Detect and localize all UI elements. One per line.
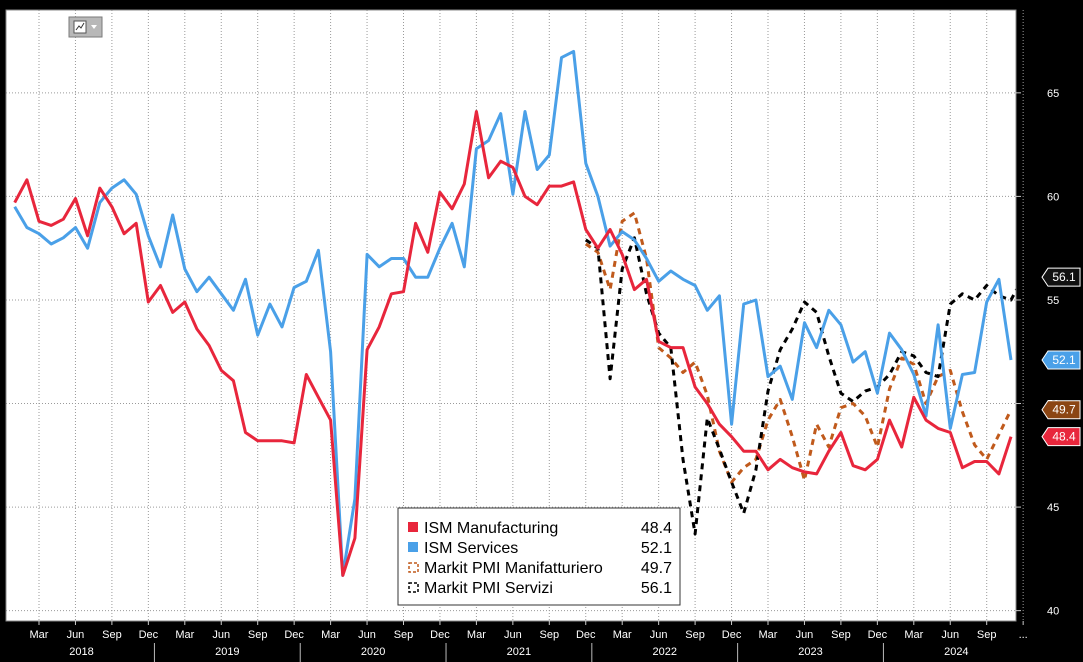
x-tick-label: Sep xyxy=(831,629,851,641)
x-tick-label: Dec xyxy=(139,629,159,641)
last-value-badge: 49.7 xyxy=(1041,400,1081,420)
last-value-badge-label: 48.4 xyxy=(1052,430,1076,444)
legend-last-value: 56.1 xyxy=(641,580,672,597)
x-tick-label: Mar xyxy=(613,629,632,641)
last-value-badge-label: 56.1 xyxy=(1052,270,1076,284)
x-tick-label: Jun xyxy=(650,629,668,641)
legend-swatch xyxy=(408,562,419,573)
x-year-label: 2018 xyxy=(69,646,93,658)
legend-label: Markit PMI Servizi xyxy=(424,580,553,597)
last-value-badge: 48.4 xyxy=(1041,427,1081,447)
x-tick-label: Jun xyxy=(358,629,376,641)
y-tick-label: 60 xyxy=(1047,191,1059,203)
y-tick-label: 40 xyxy=(1047,606,1059,618)
legend: ISM Manufacturing 48.4 ISM Services 52.1 Mar… xyxy=(397,507,681,606)
x-tick-label: Jun xyxy=(941,629,959,641)
last-value-badge: 56.1 xyxy=(1041,267,1081,287)
x-tick-label: Mar xyxy=(175,629,194,641)
x-year-label: 2022 xyxy=(652,646,676,658)
last-value-badge-label: 52.1 xyxy=(1052,353,1076,367)
grid xyxy=(6,10,1024,621)
x-year-label: 2020 xyxy=(361,646,385,658)
x-tick-label: Dec xyxy=(284,629,304,641)
x-tick-label: Mar xyxy=(30,629,49,641)
x-tick-label: Sep xyxy=(102,629,122,641)
legend-box xyxy=(397,507,681,606)
chart-type-button[interactable] xyxy=(68,16,103,38)
x-tick-label: Sep xyxy=(540,629,560,641)
legend-label: ISM Manufacturing xyxy=(424,520,558,537)
legend-swatch xyxy=(408,542,418,552)
y-tick-label: 55 xyxy=(1047,295,1059,307)
x-tick-label: Sep xyxy=(977,629,997,641)
legend-item: Markit PMI Manifatturiero 49.7 xyxy=(408,560,672,577)
x-tick-label: Sep xyxy=(394,629,414,641)
legend-swatch xyxy=(408,522,418,532)
chevron-down-icon xyxy=(91,25,97,29)
legend-last-value: 52.1 xyxy=(641,540,672,557)
x-tick-label: Sep xyxy=(248,629,268,641)
x-tick-label: Sep xyxy=(685,629,705,641)
x-tick-label: Mar xyxy=(321,629,340,641)
legend-label: ISM Services xyxy=(424,540,518,557)
x-tick-label: Jun xyxy=(212,629,230,641)
last-value-badge-label: 49.7 xyxy=(1052,403,1076,417)
x-tick-label: Dec xyxy=(868,629,888,641)
x-year-label: 2019 xyxy=(215,646,239,658)
x-tick-label: Dec xyxy=(576,629,596,641)
legend-last-value: 48.4 xyxy=(641,520,672,537)
y-tick-label: 45 xyxy=(1047,502,1059,514)
legend-item: ISM Manufacturing 48.4 xyxy=(408,520,672,537)
x-year-label: 2021 xyxy=(507,646,531,658)
series-line-ism-services xyxy=(13,49,1013,577)
x-tick-label: Mar xyxy=(467,629,486,641)
legend-label: Markit PMI Manifatturiero xyxy=(424,560,603,577)
x-year-label: 2024 xyxy=(944,646,968,658)
x-tick-label: Dec xyxy=(430,629,450,641)
x-tick-label: Jun xyxy=(796,629,814,641)
series-line-markit-pmi-manifatturiero xyxy=(584,211,1013,484)
series-line-ism-manufacturing xyxy=(13,110,1013,577)
last-value-badges: 48.4 52.1 49.7 56.1 xyxy=(1041,267,1081,447)
legend-last-value: 49.7 xyxy=(641,560,672,577)
x-tick-label: Jun xyxy=(67,629,85,641)
legend-swatch xyxy=(408,582,419,593)
x-tick-label: ... xyxy=(1019,629,1028,641)
plot-border xyxy=(5,9,1017,622)
series-layer xyxy=(13,49,1016,577)
y-tick-label: 65 xyxy=(1047,88,1059,100)
x-tick-label: Mar xyxy=(759,629,778,641)
legend-item: Markit PMI Servizi 56.1 xyxy=(408,580,672,597)
legend-item: ISM Services 52.1 xyxy=(408,540,672,557)
x-tick-label: Mar xyxy=(904,629,923,641)
series-line-markit-pmi-servizi xyxy=(584,236,1016,536)
x-axis: Mar Jun Sep Dec Mar Jun Sep Dec Mar Jun Sep Dec Mar J… xyxy=(30,621,1028,662)
chart-type-icon xyxy=(73,20,87,34)
x-tick-label: Dec xyxy=(722,629,742,641)
last-value-badge: 52.1 xyxy=(1041,350,1081,370)
x-tick-label: Jun xyxy=(504,629,522,641)
x-year-label: 2023 xyxy=(798,646,822,658)
